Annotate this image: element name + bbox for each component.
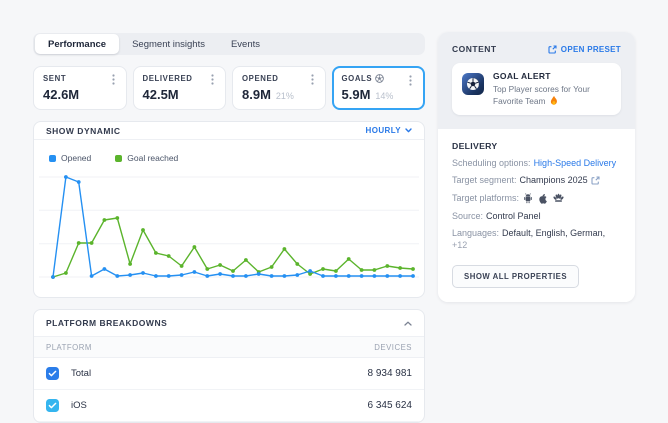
table-column-headers: PLATFORM DEVICES: [34, 337, 424, 358]
platform-breakdowns-title: PLATFORM BREAKDOWNS: [46, 318, 168, 328]
legend-item-opened[interactable]: Opened: [49, 153, 91, 163]
content-title: CONTENT: [452, 44, 497, 54]
goal-alert-body: GOAL ALERT Top Player scores for Your Fa…: [493, 71, 611, 107]
show-dynamic-header: SHOW DYNAMIC HOURLY: [34, 122, 424, 140]
row-platform-name: Total: [71, 368, 92, 379]
goal-alert-title: GOAL ALERT: [493, 71, 551, 81]
legend-swatch: [115, 154, 123, 162]
metric-label: DELIVERED: [142, 74, 193, 83]
property-scheduling: Scheduling options: High-Speed Delivery: [452, 157, 617, 168]
tab-bar: Performance Segment insights Events: [33, 33, 425, 55]
tab-segment-insights[interactable]: Segment insights: [132, 38, 205, 50]
scheduling-value-link[interactable]: High-Speed Delivery: [533, 157, 617, 168]
property-languages: Languages: Default, English, German, +12: [452, 228, 606, 251]
interval-dropdown[interactable]: HOURLY: [366, 126, 412, 135]
segment-value: Champions 2025: [519, 175, 588, 186]
soccer-ball-icon: [375, 74, 385, 83]
content-section: CONTENT OPEN PRESET GOAL ALERT Top Playe…: [438, 32, 635, 130]
show-dynamic-title: SHOW DYNAMIC: [46, 125, 121, 136]
content-header: CONTENT OPEN PRESET: [452, 44, 621, 54]
column-platform: PLATFORM: [46, 342, 92, 352]
kebab-menu-icon[interactable]: [109, 74, 118, 85]
property-target-platforms: Target platforms:: [452, 192, 621, 204]
goal-alert-text: Top Player scores for Your Favorite Team: [493, 84, 590, 106]
property-target-segment: Target segment: Champions 2025: [452, 174, 621, 186]
checkbox-ios[interactable]: [46, 399, 59, 412]
flame-icon: [550, 95, 558, 105]
row-devices-value: 6 345 624: [367, 400, 413, 411]
metric-label: SENT: [43, 74, 67, 83]
row-devices-value: 8 934 981: [367, 368, 413, 379]
legend-item-goal-reached[interactable]: Goal reached: [115, 153, 178, 163]
show-dynamic-panel: SHOW DYNAMIC HOURLY Opened Goal reached: [33, 121, 425, 298]
apple-icon: [538, 193, 548, 204]
soccer-ball-app-icon: [462, 73, 484, 95]
content-sidebar: CONTENT OPEN PRESET GOAL ALERT Top Playe…: [438, 32, 635, 302]
metric-card-opened[interactable]: OPENED 8.9M 21%: [232, 66, 326, 110]
metric-card-delivered[interactable]: DELIVERED 42.5M: [132, 66, 226, 110]
metric-percent: 14%: [375, 91, 394, 101]
delivery-title: DELIVERY: [452, 141, 498, 152]
source-value: Control Panel: [486, 210, 541, 221]
dynamic-chart: [39, 175, 419, 279]
main-content: Performance Segment insights Events SENT…: [33, 33, 425, 423]
metric-value: 8.9M: [242, 87, 271, 102]
languages-more: +12: [452, 240, 468, 251]
metric-percent: 21%: [275, 91, 294, 101]
chart-legend: Opened Goal reached: [34, 140, 424, 163]
kebab-menu-icon[interactable]: [406, 75, 415, 86]
checkbox-total[interactable]: [46, 367, 59, 380]
chevron-down-icon: [405, 128, 412, 133]
external-link-icon[interactable]: [591, 176, 600, 185]
metric-value: 5.9M: [341, 87, 371, 102]
table-row-total: Total 8 934 981: [34, 358, 424, 390]
metric-label: GOALS: [342, 74, 416, 83]
chart-area[interactable]: [34, 163, 424, 297]
tab-performance[interactable]: Performance: [35, 34, 120, 54]
platform-breakdowns-panel: PLATFORM BREAKDOWNS PLATFORM DEVICES Tot…: [33, 309, 425, 423]
show-all-properties-button[interactable]: SHOW ALL PROPERTIES: [452, 264, 580, 288]
metric-cards-row: SENT 42.6M DELIVERED 42.5M OPENED 8.9M: [33, 66, 425, 110]
platform-breakdowns-header[interactable]: PLATFORM BREAKDOWNS: [34, 310, 424, 337]
kebab-menu-icon[interactable]: [308, 74, 317, 85]
goal-alert-card[interactable]: GOAL ALERT Top Player scores for Your Fa…: [452, 63, 621, 116]
chevron-up-icon[interactable]: [404, 321, 412, 326]
row-platform-name: iOS: [71, 400, 87, 411]
metric-card-sent[interactable]: SENT 42.6M: [33, 66, 127, 110]
metric-value: 42.6M: [43, 87, 80, 102]
platform-icons: [523, 192, 564, 204]
android-icon: [523, 192, 533, 204]
open-preset-link[interactable]: OPEN PRESET: [548, 45, 621, 54]
property-source: Source: Control Panel: [452, 210, 541, 221]
delivery-section: DELIVERY Scheduling options: High-Speed …: [438, 129, 635, 302]
metric-value: 42.5M: [142, 87, 179, 102]
legend-swatch: [49, 154, 56, 162]
tab-events[interactable]: Events: [230, 38, 261, 50]
external-link-icon: [548, 44, 557, 54]
huawei-icon: [553, 193, 564, 203]
kebab-menu-icon[interactable]: [208, 74, 217, 85]
column-devices: DEVICES: [374, 342, 412, 352]
languages-value: Default, English, German,: [502, 228, 606, 239]
metric-card-goals[interactable]: GOALS 5.9M 14%: [331, 66, 425, 110]
table-row-ios: iOS 6 345 624: [34, 390, 424, 422]
metric-label: OPENED: [242, 74, 279, 83]
